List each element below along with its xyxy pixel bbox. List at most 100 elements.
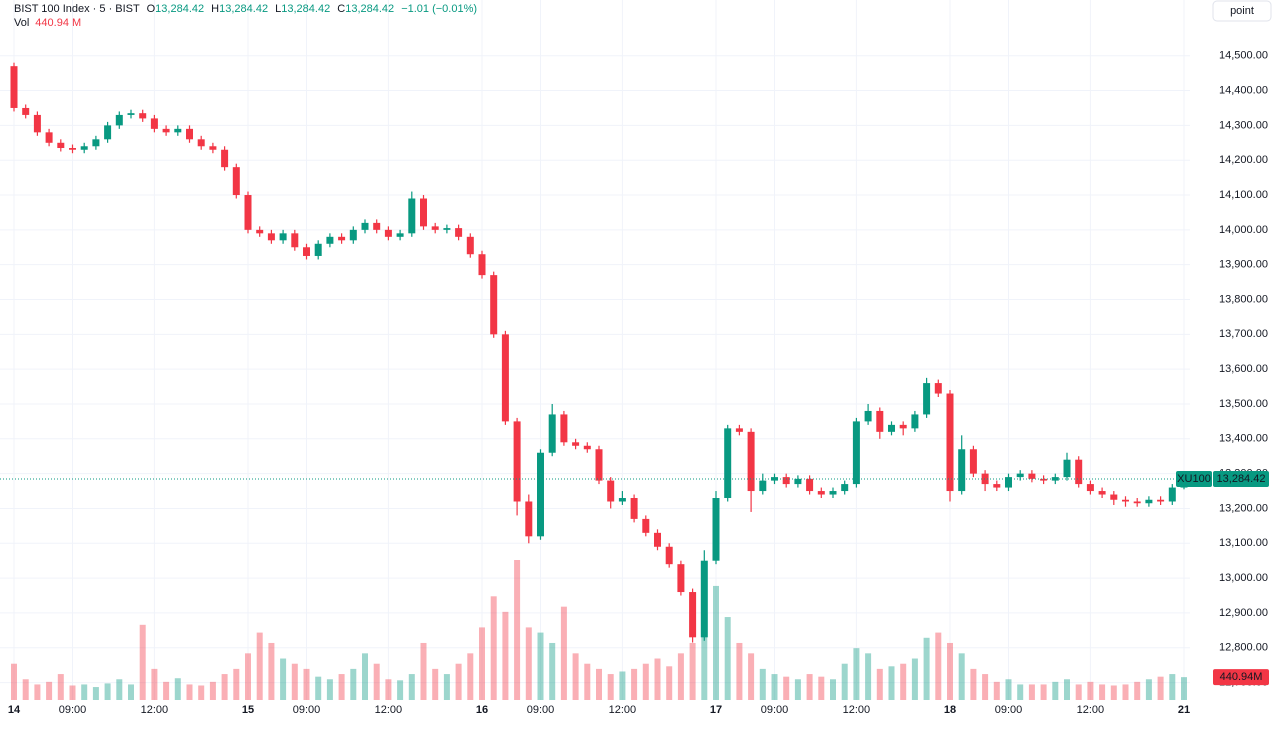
volume-bar <box>385 679 392 700</box>
volume-bar <box>560 606 567 700</box>
volume-bar <box>57 674 64 700</box>
candle-body <box>197 139 205 147</box>
candle-body <box>864 410 872 422</box>
volume-bar <box>280 658 287 700</box>
candle-body <box>607 480 615 502</box>
candle-body <box>396 233 404 237</box>
candle-body <box>338 236 346 241</box>
volume-bar <box>1169 674 1176 700</box>
x-tick-label: 09:00 <box>527 704 555 716</box>
candle-body <box>560 414 568 443</box>
candle-body <box>923 383 931 415</box>
y-tick-label: 14,400.00 <box>1219 84 1268 96</box>
candle-body <box>314 243 322 256</box>
x-tick-label: 14 <box>8 704 21 716</box>
volume-bar <box>724 617 731 700</box>
candle-body <box>1157 499 1165 502</box>
volume-bar <box>947 642 953 700</box>
candle-body <box>361 222 369 230</box>
candle-body <box>829 491 837 495</box>
candle-body <box>513 421 521 502</box>
x-tick-label: 12:00 <box>375 704 403 716</box>
volume-bar <box>479 627 485 700</box>
candle-body <box>80 146 88 150</box>
candle-body <box>1086 484 1094 492</box>
y-tick-label: 14,000.00 <box>1219 224 1268 236</box>
candle-body <box>1028 473 1036 479</box>
h-value: 13,284.42 <box>219 3 268 15</box>
candle-body <box>1110 494 1118 500</box>
candle-body <box>1145 499 1153 504</box>
volume-bar <box>584 663 591 700</box>
x-tick-label: 12:00 <box>1077 704 1105 716</box>
point-button-label[interactable]: point <box>1230 5 1254 17</box>
volume-bar <box>455 663 462 700</box>
candle-body <box>724 428 732 499</box>
candle-body <box>1075 459 1083 485</box>
price-tag-label: 13,284.42 <box>1217 473 1266 485</box>
ticker-tag <box>1176 471 1212 488</box>
volume-bar <box>970 668 977 700</box>
candle-body <box>525 501 533 537</box>
volume-bar <box>92 687 99 700</box>
y-tick-label: 13,800.00 <box>1219 293 1268 305</box>
y-tick-label: 14,300.00 <box>1219 119 1268 131</box>
candle-body <box>700 560 708 638</box>
candle-body <box>1016 473 1024 478</box>
volume-bar <box>1110 685 1117 700</box>
candle-body <box>267 233 275 241</box>
volume-bar <box>818 676 825 700</box>
y-tick-label: 14,500.00 <box>1219 50 1268 62</box>
x-tick-label: 17 <box>710 704 722 716</box>
candle-body <box>1040 478 1048 481</box>
volume-bar <box>350 668 357 700</box>
candle-body <box>455 228 463 237</box>
candle-body <box>443 228 451 230</box>
volume-bar <box>303 668 310 700</box>
volume-bar <box>865 653 872 700</box>
c-label: C <box>337 3 345 15</box>
candle-body <box>33 114 41 133</box>
candle-body <box>373 222 381 230</box>
volume-bar <box>163 681 170 700</box>
volume-bar <box>876 668 883 700</box>
candle-body <box>22 107 30 115</box>
volume-bar <box>642 663 649 700</box>
y-tick-label: 13,400.00 <box>1219 433 1268 445</box>
volume-bar <box>373 663 380 700</box>
candle-body <box>794 478 802 485</box>
volume-bar <box>1145 679 1152 700</box>
volume-bar <box>221 674 228 700</box>
x-tick-label: 09:00 <box>761 704 789 716</box>
volume-bar <box>22 679 29 700</box>
candle-body <box>654 532 661 547</box>
vol-legend: Vol 440.94 M <box>14 17 81 29</box>
candle-body <box>759 480 767 492</box>
volume-bar <box>1005 679 1012 700</box>
o-label: O <box>147 3 156 15</box>
price-tag <box>1213 471 1269 488</box>
candle-body <box>911 414 919 429</box>
candle-body <box>431 226 439 230</box>
volume-bar <box>982 674 989 700</box>
candle-body <box>478 254 486 276</box>
candle-body <box>45 132 53 143</box>
ticker-tag-label: XU100 <box>1177 473 1211 485</box>
candle-body <box>899 424 907 429</box>
candle-body <box>408 198 416 234</box>
candle-body <box>209 146 217 150</box>
candle-body <box>665 546 673 565</box>
candle-body <box>69 148 76 150</box>
candle-body <box>92 139 100 147</box>
volume-bar <box>514 560 521 700</box>
candle-body <box>595 449 603 481</box>
point-button[interactable] <box>1212 0 1272 22</box>
candle-body <box>747 431 755 492</box>
volume-bar <box>806 674 813 700</box>
y-tick-label: 13,600.00 <box>1219 363 1268 375</box>
volume-bar <box>759 668 766 700</box>
candle-body <box>888 424 895 432</box>
volume-bar <box>841 663 848 700</box>
volume-bar <box>631 668 638 700</box>
